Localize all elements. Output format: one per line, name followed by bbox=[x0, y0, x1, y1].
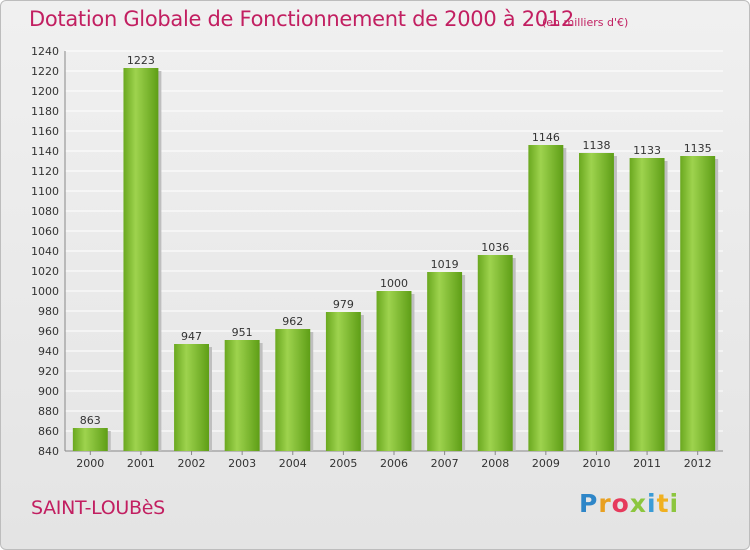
data-label: 1036 bbox=[481, 241, 509, 254]
logo-letter: i bbox=[669, 489, 680, 518]
bar bbox=[123, 68, 159, 451]
data-label: 1146 bbox=[532, 131, 560, 144]
bar bbox=[325, 312, 361, 451]
data-label: 1019 bbox=[431, 258, 459, 271]
y-tick-label: 960 bbox=[38, 325, 59, 338]
x-tick-label: 2001 bbox=[127, 457, 155, 470]
proxiti-logo: Proxiti bbox=[579, 489, 679, 518]
data-label: 1138 bbox=[582, 139, 610, 152]
commune-name: SAINT-LOUBèS bbox=[31, 497, 165, 519]
y-tick-label: 1100 bbox=[31, 185, 59, 198]
bar bbox=[629, 158, 665, 451]
data-label: 962 bbox=[282, 315, 303, 328]
x-tick-label: 2008 bbox=[481, 457, 509, 470]
y-tick-label: 940 bbox=[38, 345, 59, 358]
data-label: 979 bbox=[333, 298, 354, 311]
bar bbox=[427, 272, 463, 451]
x-axis: 2000 2001 2002 2003 2004 2005 2006 2007 2008 2009… bbox=[76, 451, 712, 470]
logo-letter: r bbox=[598, 489, 612, 518]
y-tick-label: 1140 bbox=[31, 145, 59, 158]
x-tick-label: 2010 bbox=[582, 457, 610, 470]
y-tick-label: 880 bbox=[38, 405, 59, 418]
logo-letter: i bbox=[647, 489, 657, 518]
y-tick-label: 1240 bbox=[31, 45, 59, 58]
x-tick-label: 2011 bbox=[633, 457, 661, 470]
bars bbox=[72, 68, 719, 451]
x-tick-label: 2012 bbox=[684, 457, 712, 470]
x-tick-label: 2007 bbox=[431, 457, 459, 470]
bar bbox=[224, 340, 260, 451]
logo-letter: x bbox=[629, 489, 647, 518]
data-label: 951 bbox=[232, 326, 253, 339]
y-tick-label: 900 bbox=[38, 385, 59, 398]
bar bbox=[680, 156, 716, 451]
bar bbox=[578, 153, 614, 451]
x-tick-label: 2002 bbox=[178, 457, 206, 470]
y-tick-label: 980 bbox=[38, 305, 59, 318]
bar bbox=[275, 329, 311, 451]
x-tick-label: 2006 bbox=[380, 457, 408, 470]
y-tick-label: 1120 bbox=[31, 165, 59, 178]
bar bbox=[72, 428, 108, 451]
y-tick-label: 1080 bbox=[31, 205, 59, 218]
x-tick-label: 2003 bbox=[228, 457, 256, 470]
data-label: 947 bbox=[181, 330, 202, 343]
y-tick-label: 1020 bbox=[31, 265, 59, 278]
y-tick-label: 840 bbox=[38, 445, 59, 458]
chart-title: Dotation Globale de Fonctionnement de 20… bbox=[29, 7, 574, 31]
data-label: 1223 bbox=[127, 54, 155, 67]
y-tick-label: 1180 bbox=[31, 105, 59, 118]
bar bbox=[528, 145, 564, 451]
y-tick-label: 860 bbox=[38, 425, 59, 438]
y-tick-label: 1220 bbox=[31, 65, 59, 78]
y-tick-label: 1060 bbox=[31, 225, 59, 238]
logo-letter: o bbox=[611, 489, 630, 518]
bar bbox=[376, 291, 412, 451]
y-tick-label: 1160 bbox=[31, 125, 59, 138]
x-tick-label: 2009 bbox=[532, 457, 560, 470]
x-tick-label: 2004 bbox=[279, 457, 307, 470]
data-label: 1000 bbox=[380, 277, 408, 290]
data-label: 863 bbox=[80, 414, 101, 427]
chart-subtitle: (en milliers d'€) bbox=[542, 16, 629, 29]
bar bbox=[477, 255, 513, 451]
y-tick-label: 1200 bbox=[31, 85, 59, 98]
data-label: 1133 bbox=[633, 144, 661, 157]
y-tick-label: 920 bbox=[38, 365, 59, 378]
logo-letter: P bbox=[579, 489, 599, 518]
y-axis: 840 860 880 900 920 940 960 980 1000 1020 1040 1060… bbox=[31, 45, 723, 458]
bar bbox=[174, 344, 210, 451]
y-tick-label: 1040 bbox=[31, 245, 59, 258]
data-labels: 863 1223 947 951 962 979 1000 1019 1036 1146 1138 1… bbox=[80, 54, 712, 427]
x-tick-label: 2005 bbox=[329, 457, 357, 470]
logo-letter: t bbox=[656, 489, 670, 518]
x-tick-label: 2000 bbox=[76, 457, 104, 470]
y-tick-label: 1000 bbox=[31, 285, 59, 298]
data-label: 1135 bbox=[684, 142, 712, 155]
